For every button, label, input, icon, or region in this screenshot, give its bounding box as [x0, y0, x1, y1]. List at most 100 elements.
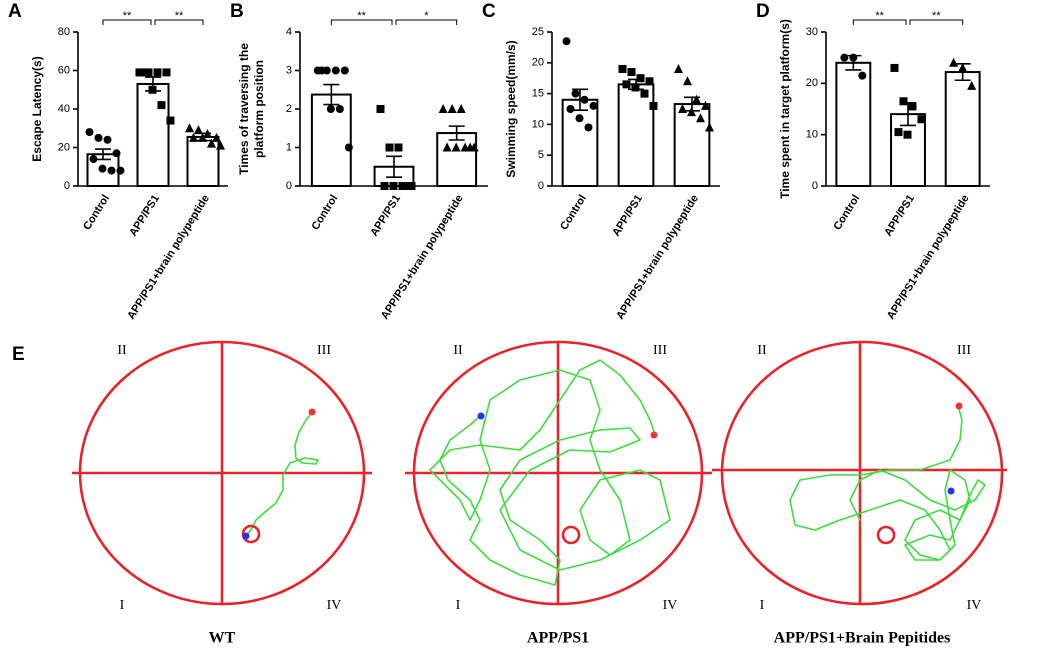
point — [438, 104, 448, 113]
quadrant-label: I — [760, 598, 765, 613]
point — [858, 71, 867, 80]
axis — [551, 32, 720, 187]
y-axis-label: Swimming speed(mm/s) — [504, 40, 518, 177]
point — [696, 113, 705, 123]
point — [185, 123, 194, 133]
error-bar — [386, 155, 402, 178]
platform — [241, 524, 261, 544]
error-bar — [448, 125, 465, 141]
point — [562, 37, 571, 46]
point — [627, 68, 636, 77]
point — [139, 68, 148, 77]
point — [407, 182, 416, 190]
point — [317, 66, 326, 75]
start — [955, 402, 963, 410]
point — [917, 115, 926, 124]
point — [566, 105, 575, 113]
point — [153, 68, 162, 77]
end — [947, 487, 955, 495]
significance-label: ** — [357, 10, 366, 22]
end — [242, 532, 250, 540]
point — [157, 101, 166, 110]
quadrant-label: I — [456, 598, 461, 613]
significance-bracket — [852, 19, 907, 25]
bar — [617, 83, 655, 187]
x-tick-label: APP/PS1 — [368, 193, 403, 239]
point — [442, 142, 452, 152]
error-bar — [323, 83, 340, 106]
point — [216, 140, 225, 150]
error-bar — [572, 88, 588, 112]
start — [650, 431, 658, 439]
point — [701, 100, 710, 110]
point — [326, 105, 335, 113]
bar — [673, 103, 711, 187]
point — [958, 62, 968, 72]
point — [116, 166, 125, 175]
quadrant-label: IV — [663, 598, 678, 613]
start — [308, 408, 316, 416]
bar — [436, 132, 478, 187]
axis — [299, 32, 488, 187]
x-tick-label: APP/PS1 — [882, 193, 917, 239]
point — [849, 53, 858, 62]
y-tick-label: 4 — [286, 26, 292, 38]
point — [674, 63, 683, 73]
significance-label: ** — [175, 10, 184, 22]
trajectory — [246, 410, 319, 536]
y-tick-label: 0 — [64, 180, 70, 192]
point — [899, 97, 908, 106]
point — [618, 64, 627, 73]
y-tick-label: 15 — [532, 88, 544, 100]
y-tick-label: 2 — [286, 103, 292, 115]
quadrant-label: II — [453, 343, 463, 358]
point — [649, 101, 658, 110]
bar-chart: D Time spent in target platform(s) 0 10 20 30… — [756, 1, 990, 322]
quadrant-label: I — [120, 598, 125, 613]
point — [203, 129, 212, 139]
y-tick-label: 0 — [812, 180, 818, 192]
point — [451, 142, 461, 152]
point — [94, 133, 103, 142]
platform — [561, 525, 581, 545]
point — [112, 149, 121, 158]
y-tick-label: 20 — [532, 57, 544, 69]
point — [107, 166, 116, 175]
point — [469, 142, 479, 152]
y-axis-label: Escape Latency(s) — [30, 56, 44, 161]
point — [198, 132, 207, 142]
y-tick-label: 10 — [806, 129, 818, 141]
point — [631, 83, 640, 92]
trajectory — [789, 404, 986, 561]
point — [571, 89, 580, 98]
plot-title: APP/PS1+Brain Pepitides — [774, 630, 951, 647]
point — [207, 138, 216, 148]
point — [340, 66, 349, 75]
y-tick-label: 0 — [538, 180, 544, 192]
quadrant-label: II — [757, 343, 767, 358]
x-tick-label: Control — [309, 193, 340, 233]
panel-letter: E — [12, 344, 25, 365]
point — [575, 114, 584, 123]
point — [89, 155, 98, 164]
trajectory — [429, 359, 671, 586]
point — [103, 135, 112, 144]
bar — [944, 71, 981, 187]
point — [460, 142, 470, 152]
significance-bracket — [395, 19, 458, 25]
point — [212, 132, 221, 142]
point — [331, 66, 340, 75]
point — [98, 164, 107, 173]
significance-bracket — [330, 19, 393, 25]
y-tick-label: 25 — [532, 26, 544, 38]
significance-label: * — [424, 10, 429, 22]
quadrant-label: IV — [967, 598, 982, 613]
x-tick-label: APP/PS1+brain polypeptide — [125, 193, 212, 322]
quadrant-label: III — [957, 343, 971, 358]
point — [890, 63, 899, 72]
bar — [835, 61, 872, 187]
y-tick-label: 5 — [538, 149, 544, 161]
panel-letter: C — [482, 1, 496, 22]
